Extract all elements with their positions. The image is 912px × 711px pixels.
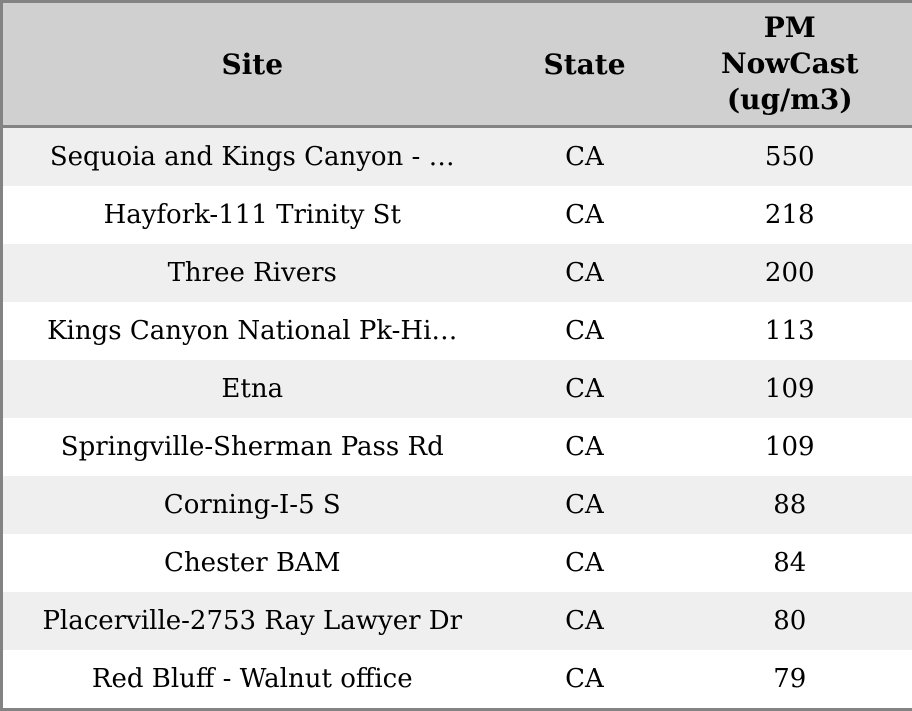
pm-value-cell: 88 — [773, 489, 807, 520]
site-cell: Red Bluff - Walnut office — [91, 663, 413, 694]
pm-value-cell: 550 — [764, 142, 815, 172]
header-row: Site State PM NowCast (ug/m3) — [1, 1, 912, 128]
site-cell: Chester BAM — [164, 547, 341, 578]
col-header-pm-nowcast-label: PM NowCast (ug/m3) — [721, 11, 859, 116]
state-cell: CA — [565, 663, 604, 694]
site-cell: Placerville-2753 Ray Lawyer Dr — [42, 605, 463, 636]
site-cell: Kings Canyon National Pk-Hi… — [47, 315, 458, 346]
table-row: Chester BAM CA 84 — [1, 533, 912, 592]
state-cell: CA — [565, 489, 604, 520]
state-cell: CA — [565, 547, 604, 578]
col-header-site-label: Site — [221, 47, 284, 81]
pm-value-cell: 109 — [764, 373, 815, 404]
state-cell: CA — [565, 605, 604, 636]
table-row: Corning-I-5 S CA 88 — [1, 475, 912, 534]
pm-value-cell: 109 — [764, 431, 815, 462]
state-cell: CA — [565, 257, 604, 288]
site-cell: Sequoia and Kings Canyon - … — [49, 142, 455, 172]
table-row: Red Bluff - Walnut office CA 79 — [1, 649, 912, 710]
site-cell: Springville-Sherman Pass Rd — [60, 431, 444, 462]
pm-value-cell: 218 — [764, 200, 815, 230]
table-row: Etna CA 109 — [1, 359, 912, 418]
table-row: Three Rivers CA 200 — [1, 244, 912, 302]
table-row: Sequoia and Kings Canyon - … CA 550 — [1, 126, 912, 187]
col-header-pm-nowcast: PM NowCast (ug/m3) — [667, 1, 912, 128]
col-header-state: State — [501, 1, 668, 128]
pm-value-cell: 113 — [764, 315, 815, 346]
table-row: Placerville-2753 Ray Lawyer Dr CA 80 — [1, 591, 912, 650]
table-header: Site State PM NowCast (ug/m3) — [1, 1, 912, 128]
pm-value-cell: 200 — [764, 257, 815, 288]
table-row: Springville-Sherman Pass Rd CA 109 — [1, 417, 912, 476]
site-cell: Hayfork-111 Trinity St — [103, 200, 401, 230]
pm-value-cell: 79 — [773, 663, 807, 694]
table-body: Sequoia and Kings Canyon - … CA 550 Hayf… — [1, 126, 912, 710]
col-header-site: Site — [1, 1, 502, 128]
state-cell: CA — [565, 200, 604, 230]
table-row: Kings Canyon National Pk-Hi… CA 113 — [1, 301, 912, 360]
state-cell: CA — [565, 315, 604, 346]
pm-value-cell: 84 — [773, 547, 807, 578]
table-row: Hayfork-111 Trinity St CA 218 — [1, 186, 912, 244]
state-cell: CA — [565, 142, 604, 172]
col-header-state-label: State — [543, 47, 626, 81]
site-cell: Corning-I-5 S — [163, 489, 341, 520]
site-cell: Etna — [221, 373, 284, 404]
site-cell: Three Rivers — [167, 257, 337, 288]
state-cell: CA — [565, 373, 604, 404]
pm-value-cell: 80 — [773, 605, 807, 636]
state-cell: CA — [565, 431, 604, 462]
